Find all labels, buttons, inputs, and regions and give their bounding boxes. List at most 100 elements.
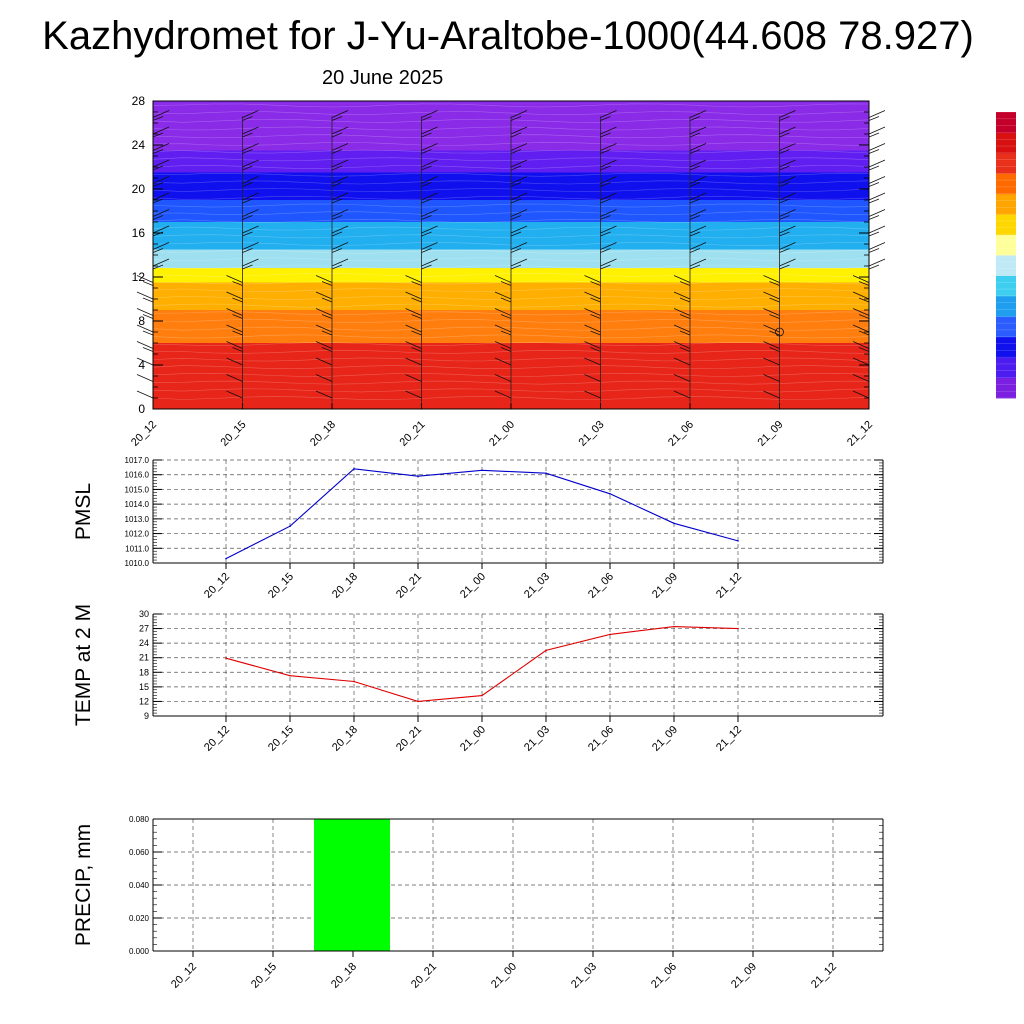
wind-barb xyxy=(315,324,333,333)
wind-barb-feather xyxy=(321,347,333,352)
wind-barb xyxy=(852,291,870,300)
wind-barb xyxy=(868,176,886,184)
wind-barb-feather xyxy=(331,264,343,270)
wind-barb-feather xyxy=(510,132,522,138)
wind-barb-feather xyxy=(769,314,780,319)
wind-barb xyxy=(421,242,438,250)
data-point xyxy=(673,522,675,525)
wind-barb xyxy=(584,308,601,316)
wind-barb xyxy=(689,242,707,250)
wind-barb xyxy=(331,159,349,168)
x-tick-label: 20_12 xyxy=(169,961,199,991)
wind-barb-feather xyxy=(689,149,701,154)
wind-barb xyxy=(689,225,707,234)
wind-barb-feather xyxy=(689,116,701,121)
x-tick-label: 20_21 xyxy=(409,961,439,991)
x-tick-label: 21_00 xyxy=(458,724,488,754)
wind-barb xyxy=(763,291,780,300)
wind-barb-feather xyxy=(232,314,243,319)
wind-barb-feather xyxy=(868,165,880,171)
wind-barb-feather xyxy=(142,281,154,286)
colorbar-swatch xyxy=(996,132,1016,154)
wind-barb xyxy=(673,390,691,399)
colorbar-swatch xyxy=(996,336,1016,358)
wind-barb-feather xyxy=(242,215,253,220)
wind-barb-feather xyxy=(868,132,880,138)
wind-barb-feather xyxy=(689,231,701,237)
wind-barb-feather xyxy=(769,330,780,336)
wind-barb xyxy=(405,308,422,316)
wind-barb-feather xyxy=(510,231,522,237)
wind-barb xyxy=(868,143,886,151)
wind-barb xyxy=(779,176,796,184)
wind-barb-feather xyxy=(411,281,422,286)
wind-barb-feather xyxy=(679,314,691,319)
data-point xyxy=(609,493,611,495)
wind-barb-column xyxy=(763,110,796,403)
wind-barb-feather xyxy=(331,149,343,154)
wind-barb xyxy=(405,390,422,399)
y-tick-label: 1015.0 xyxy=(125,485,150,494)
wind-barb-column xyxy=(226,110,259,403)
wind-barb xyxy=(405,357,422,366)
data-point xyxy=(481,469,483,472)
wind-barb xyxy=(226,324,243,333)
y-tick-label: 0.020 xyxy=(129,914,150,923)
data-point xyxy=(545,472,547,475)
wind-barb-feather xyxy=(769,297,780,303)
wind-barb-feather xyxy=(242,132,253,138)
wind-barb xyxy=(242,242,259,250)
x-tick-label: 20_18 xyxy=(330,724,360,754)
wind-barb xyxy=(763,357,780,366)
calm-wind-marker xyxy=(775,327,784,337)
wind-barb xyxy=(315,308,333,316)
y-tick-label: 0 xyxy=(138,402,145,416)
wind-barb xyxy=(868,242,886,250)
wind-barb-feather xyxy=(590,281,601,286)
wind-barb-feather xyxy=(779,264,790,270)
wind-barb-feather xyxy=(868,182,880,187)
wind-barb xyxy=(242,225,259,234)
wind-barb xyxy=(242,143,259,151)
y-tick-label: 0.080 xyxy=(129,815,150,824)
x-tick-label: 21_09 xyxy=(650,724,680,754)
wind-barb xyxy=(331,209,349,217)
wind-barb-feather xyxy=(421,149,432,154)
y-tick-label: 1012.0 xyxy=(125,530,150,539)
wind-barb-feather xyxy=(600,149,611,154)
wind-barb xyxy=(510,192,528,201)
wind-barb-feather xyxy=(500,314,512,319)
wind-barb-feather xyxy=(500,297,512,303)
wind-barb-feather xyxy=(321,281,333,286)
wind-barb-feather xyxy=(152,149,164,154)
wind-barb xyxy=(763,275,780,283)
wind-barb xyxy=(494,374,512,382)
wind-barb-feather xyxy=(600,215,611,220)
wind-barb xyxy=(510,242,528,250)
wind-barb-feather xyxy=(868,264,880,270)
wind-barb-feather xyxy=(421,215,432,220)
precip-panel: 0.000 0.020 0.040 0.060 0.080 20_12 20_15 20_18… xyxy=(72,815,884,991)
wind-barb-feather xyxy=(321,330,333,336)
wind-barb-feather xyxy=(321,314,333,319)
wind-barb xyxy=(763,374,780,382)
wind-barb-column xyxy=(494,110,528,403)
wind-barb-feather xyxy=(779,116,790,121)
wind-barb xyxy=(494,308,512,316)
wind-barb-feather xyxy=(152,116,164,121)
wind-barb-feather xyxy=(411,330,422,336)
wind-barb xyxy=(331,126,349,135)
wind-barb xyxy=(689,192,707,201)
wind-barb xyxy=(494,324,512,333)
wind-barb xyxy=(226,390,243,399)
wind-barb-feather xyxy=(242,116,253,121)
wind-barb xyxy=(152,258,170,267)
y-tick-label: 4 xyxy=(138,358,145,372)
wind-barb xyxy=(689,126,707,135)
wind-barb-feather xyxy=(421,116,432,121)
wind-barb-feather xyxy=(510,264,522,270)
wind-barb xyxy=(242,110,259,118)
wind-barb-feather xyxy=(242,182,253,187)
y-tick-label: 21 xyxy=(139,653,149,663)
wind-barb xyxy=(510,126,528,135)
